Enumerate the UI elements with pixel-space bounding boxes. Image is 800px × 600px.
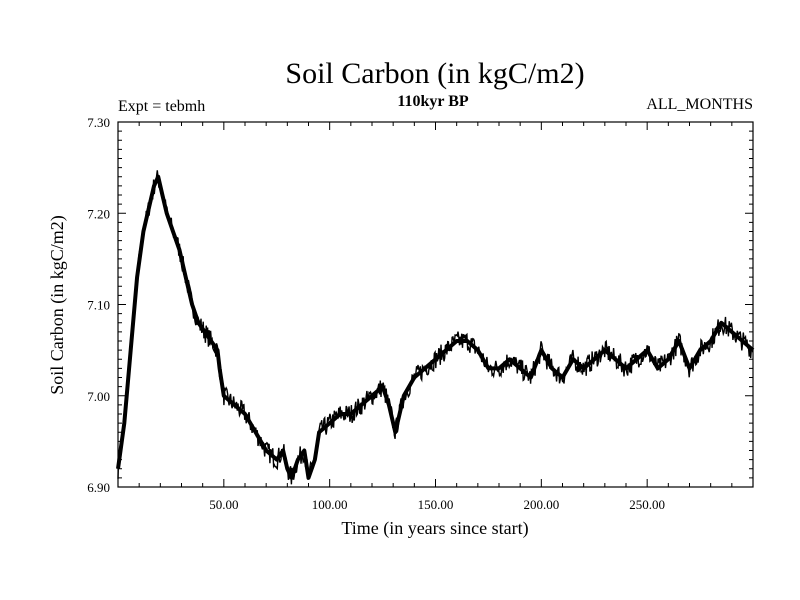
- x-tick-label: 200.00: [523, 497, 559, 512]
- x-tick-label: 150.00: [418, 497, 454, 512]
- y-tick-label: 7.00: [87, 389, 110, 404]
- y-tick-label: 6.90: [87, 480, 110, 495]
- axis-ticks: [118, 122, 753, 487]
- x-axis-label: Time (in years since start): [341, 518, 528, 539]
- x-tick-label: 50.00: [209, 497, 238, 512]
- months-label: ALL_MONTHS: [646, 96, 753, 113]
- x-tick-label: 250.00: [629, 497, 665, 512]
- experiment-label: Expt = tebmh: [118, 98, 205, 115]
- plot-frame: [117, 121, 754, 488]
- y-axis-label: Soil Carbon (in kgC/m2): [47, 215, 68, 395]
- y-tick-label: 7.20: [87, 206, 110, 221]
- series-line-soil-carbon: [116, 174, 755, 480]
- x-tick-labels: 50.00 100.00 150.00 200.00 250.00: [209, 497, 665, 512]
- series-noise-soil-carbon: [117, 170, 754, 485]
- chart-title: Soil Carbon (in kgC/m2): [285, 57, 584, 90]
- x-tick-label: 100.00: [312, 497, 348, 512]
- y-tick-labels: 6.90 7.00 7.10 7.20 7.30: [87, 115, 110, 495]
- y-tick-label: 7.30: [87, 115, 110, 130]
- period-label: 110kyr BP: [397, 93, 469, 110]
- y-tick-label: 7.10: [87, 298, 110, 313]
